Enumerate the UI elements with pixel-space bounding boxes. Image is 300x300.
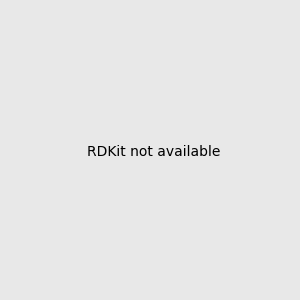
Text: RDKit not available: RDKit not available — [87, 145, 220, 158]
